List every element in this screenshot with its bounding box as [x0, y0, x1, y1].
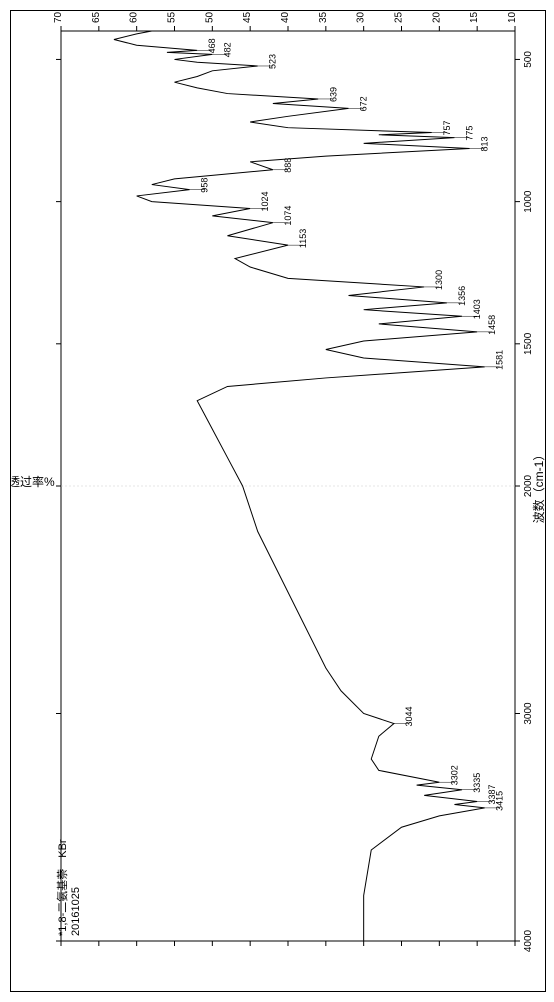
svg-text:55: 55 — [167, 11, 178, 23]
svg-text:775: 775 — [464, 126, 474, 141]
svg-text:888: 888 — [283, 158, 293, 173]
svg-text:1458: 1458 — [487, 315, 497, 335]
svg-text:3000: 3000 — [523, 702, 534, 725]
svg-text:523: 523 — [268, 54, 278, 69]
svg-text:70: 70 — [53, 11, 64, 23]
svg-text:*1,8-二氨基萘 KBr: *1,8-二氨基萘 KBr — [56, 839, 69, 936]
svg-text:1074: 1074 — [283, 206, 293, 226]
svg-text:40: 40 — [280, 11, 291, 23]
chart-svg: *1,8-二氨基萘 KBr20161025 10 15 20 25 30 35 40 45 50 5… — [11, 11, 545, 991]
svg-text:波数（cm-1）: 波数（cm-1） — [531, 449, 545, 524]
svg-text:1000: 1000 — [523, 190, 534, 213]
svg-text:20: 20 — [431, 11, 442, 23]
svg-text:45: 45 — [242, 11, 253, 23]
svg-text:482: 482 — [222, 42, 232, 57]
svg-text:958: 958 — [200, 178, 210, 193]
svg-text:3335: 3335 — [472, 773, 482, 793]
ir-spectrum-chart: *1,8-二氨基萘 KBr20161025 10 15 20 25 30 35 40 45 50 5… — [10, 10, 546, 992]
svg-text:1024: 1024 — [260, 191, 270, 211]
svg-text:1403: 1403 — [472, 299, 482, 319]
svg-text:20161025: 20161025 — [70, 887, 82, 936]
svg-text:813: 813 — [480, 136, 490, 151]
svg-text:1581: 1581 — [495, 350, 505, 370]
svg-text:35: 35 — [318, 11, 329, 23]
svg-text:757: 757 — [442, 120, 452, 135]
svg-text:60: 60 — [129, 11, 140, 23]
svg-text:10: 10 — [507, 11, 518, 23]
svg-text:3044: 3044 — [404, 706, 414, 726]
svg-text:3302: 3302 — [449, 765, 459, 785]
svg-text:1153: 1153 — [298, 229, 308, 248]
svg-text:%透过率%: %透过率% — [11, 474, 55, 489]
svg-text:3387: 3387 — [487, 785, 497, 805]
svg-text:1300: 1300 — [434, 270, 444, 290]
svg-text:15: 15 — [469, 11, 480, 23]
svg-text:639: 639 — [328, 87, 338, 102]
svg-text:500: 500 — [523, 51, 534, 68]
svg-text:65: 65 — [91, 11, 102, 23]
svg-text:30: 30 — [356, 11, 367, 23]
svg-text:468: 468 — [207, 38, 217, 53]
svg-text:4000: 4000 — [523, 929, 534, 952]
svg-text:672: 672 — [359, 96, 369, 111]
svg-text:1356: 1356 — [457, 286, 467, 306]
svg-text:25: 25 — [394, 11, 405, 23]
svg-text:1500: 1500 — [523, 332, 534, 355]
svg-text:50: 50 — [204, 11, 215, 23]
